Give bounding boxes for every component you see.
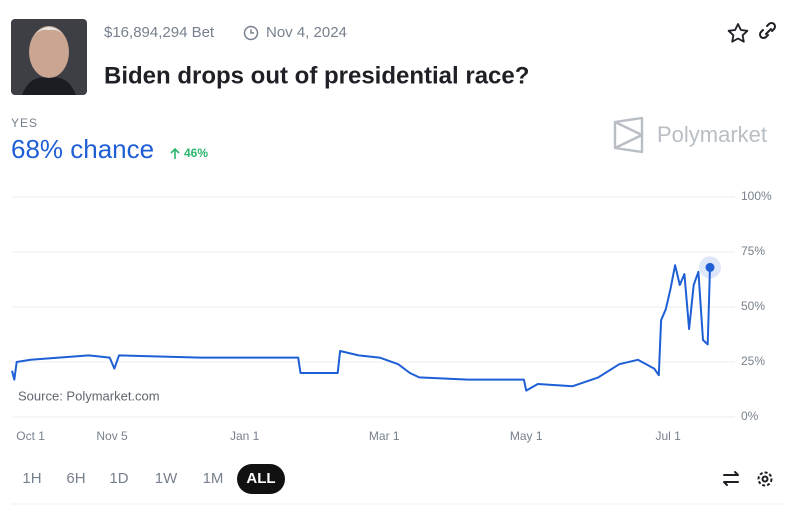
x-tick-label: Jan 1	[230, 429, 260, 443]
end-date: Nov 4, 2024	[266, 24, 347, 41]
market-image-suit	[22, 77, 76, 95]
volume: $16,894,294 Bet	[104, 24, 215, 41]
price-line	[11, 264, 711, 392]
change-arrow	[170, 147, 180, 159]
market-image-face	[29, 26, 69, 78]
range-button-bg[interactable]	[237, 464, 285, 494]
range-button[interactable]: 1D	[109, 470, 128, 487]
brand-logo	[613, 116, 644, 154]
y-tick-label: 50%	[741, 299, 765, 313]
link-button[interactable]	[758, 21, 777, 40]
range-button[interactable]: 1H	[22, 470, 41, 487]
x-tick-label: Oct 1	[16, 429, 45, 443]
y-tick-label: 75%	[741, 244, 765, 258]
range-controls: 1H 6H 1D 1W 1M ALL	[22, 464, 285, 494]
outcome-label: YES	[11, 116, 38, 130]
swap-button[interactable]	[723, 471, 739, 486]
settings-button[interactable]	[757, 471, 773, 487]
market-title: Biden drops out of presidential race?	[104, 62, 529, 89]
brand-name: Polymarket	[657, 122, 767, 147]
range-button[interactable]: ALL	[246, 470, 275, 487]
last-point	[705, 262, 715, 272]
x-tick-label: Nov 5	[96, 429, 128, 443]
x-tick-label: May 1	[510, 429, 543, 443]
star-button[interactable]	[727, 23, 749, 43]
range-button[interactable]: 1W	[155, 470, 178, 487]
market-image-hair	[30, 27, 68, 40]
y-tick-label: 25%	[741, 354, 765, 368]
chance: 68% chance	[11, 134, 154, 164]
range-button[interactable]: 1M	[203, 470, 224, 487]
x-tick-label: Mar 1	[369, 429, 400, 443]
x-tick-label: Jul 1	[655, 429, 681, 443]
change: 46%	[184, 146, 208, 160]
range-button[interactable]: 6H	[66, 470, 85, 487]
source-label: Source: Polymarket.com	[18, 388, 160, 403]
clock-icon	[243, 25, 259, 41]
y-tick-label: 0%	[741, 409, 759, 423]
source-box	[12, 386, 178, 408]
y-tick-label: 100%	[741, 189, 772, 203]
chart: 0% 25% 50% 75% 100% Oct 1 Nov 5 Jan 1 Mar 1 May 1…	[11, 189, 772, 443]
